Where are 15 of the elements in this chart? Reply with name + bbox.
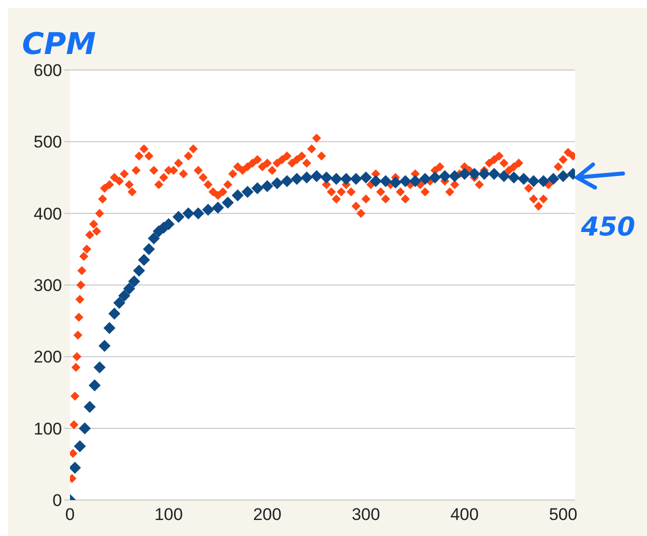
y-tick-label: 200 xyxy=(34,348,62,367)
y-tick-label: 500 xyxy=(34,132,62,152)
y-tick-label: 0 xyxy=(52,491,62,510)
y-tick-label: 300 xyxy=(34,276,62,296)
y-axis-title: CPM xyxy=(22,27,96,62)
x-tick-label: 500 xyxy=(548,505,578,524)
y-tick-label: 600 xyxy=(34,61,62,80)
x-tick-label: 300 xyxy=(352,505,380,524)
y-tick-label: 400 xyxy=(34,204,62,224)
annotation: 450 xyxy=(580,212,636,242)
y-tick-label: 100 xyxy=(34,419,62,438)
x-tick-label: 400 xyxy=(450,505,479,524)
x-tick-label: 200 xyxy=(253,505,282,524)
x-tick-label: 100 xyxy=(154,505,183,524)
x-tick-label: 0 xyxy=(65,505,75,524)
